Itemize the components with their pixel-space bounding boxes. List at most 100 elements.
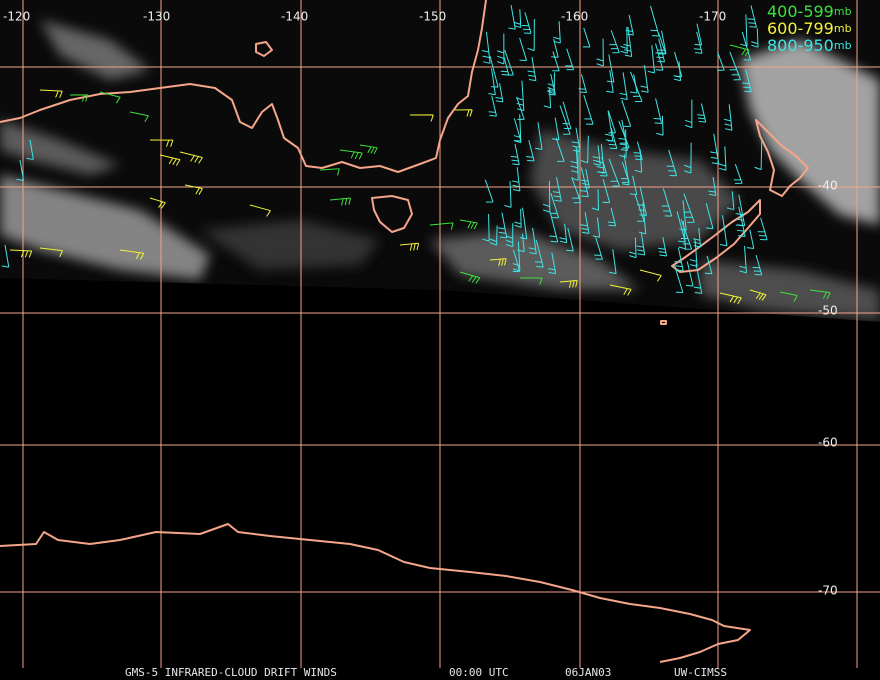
- footer-title: GMS-5 INFRARED-CLOUD DRIFT WINDS: [125, 666, 337, 679]
- coastlines: [0, 0, 809, 663]
- wind-barb: [552, 51, 560, 72]
- wind-barb: [505, 223, 514, 248]
- wind-barb: [704, 255, 713, 275]
- wind-barb: [638, 202, 647, 235]
- wind-barb: [592, 145, 601, 166]
- wind-barb: [459, 271, 481, 284]
- wind-barb: [622, 154, 630, 186]
- wind-barb: [604, 110, 614, 142]
- wind-barb: [149, 139, 174, 147]
- legend-entry: 600-799mb: [767, 19, 852, 38]
- longitude-label: -160: [561, 10, 588, 24]
- wind-barb: [735, 206, 746, 237]
- wind-barb: [129, 111, 149, 123]
- wind-barb: [319, 168, 340, 176]
- wind-barb: [159, 154, 181, 166]
- wind-barb: [580, 212, 590, 234]
- wind-barb: [459, 219, 478, 230]
- wind-barb: [566, 228, 574, 252]
- wind-barb: [542, 180, 551, 213]
- wind-barb: [39, 247, 64, 258]
- latitude-label: -40: [818, 179, 838, 193]
- tasmania-coast: [371, 195, 413, 233]
- legend-entry: 800-950mb: [767, 36, 852, 55]
- small-island: [660, 320, 667, 325]
- wind-barb: [9, 249, 33, 258]
- wind-barb: [99, 91, 121, 104]
- wind-barb: [1, 244, 10, 268]
- wind-barb: [751, 28, 759, 48]
- wind-barb: [489, 258, 507, 267]
- wind-barb: [718, 146, 727, 171]
- wind-barb: [580, 135, 589, 164]
- wind-barb: [666, 149, 678, 177]
- legend-unit: mb: [834, 5, 852, 18]
- wind-barb: [489, 225, 498, 246]
- wind-barb: [647, 45, 656, 74]
- wind-barb: [752, 255, 763, 276]
- wind-barb: [565, 48, 575, 71]
- legend-label: 800-950: [767, 36, 834, 55]
- longitude-label: -130: [143, 10, 170, 24]
- wind-barb: [516, 96, 525, 120]
- wind-barb: [649, 5, 660, 37]
- wind-barb: [551, 117, 560, 141]
- wind-barb: [637, 187, 647, 217]
- wind-barb: [606, 54, 615, 83]
- wind-barb: [429, 222, 454, 230]
- wind-barb: [512, 249, 521, 273]
- wind-barb: [513, 9, 522, 29]
- wind-barb: [746, 229, 755, 250]
- grid-labels: -120 -130 -140 -150 -160 -170 -40 -50 -6…: [3, 10, 838, 598]
- wind-barb: [618, 119, 629, 151]
- wind-barb: [578, 74, 587, 93]
- wind-barb: [488, 68, 496, 96]
- wind-barb: [591, 189, 600, 211]
- wind-barb: [179, 151, 203, 164]
- wind-barb: [504, 180, 512, 208]
- wind-barb: [607, 127, 618, 150]
- antarctica-coast: [0, 523, 751, 663]
- legend-entry: 400-599mb: [767, 2, 852, 21]
- footer: GMS-5 INFRARED-CLOUD DRIFT WINDS 00:00 U…: [125, 666, 727, 679]
- wind-barb: [535, 122, 543, 150]
- wind-barb: [609, 249, 617, 275]
- legend-label: 600-799: [767, 19, 834, 38]
- wind-barb: [636, 233, 646, 256]
- wind-barb: [639, 269, 662, 282]
- wind-barb: [633, 141, 643, 161]
- wind-barb: [674, 247, 684, 272]
- wind-barb: [26, 139, 34, 160]
- wind-barb: [527, 57, 537, 82]
- wind-barb: [498, 212, 508, 239]
- wind-barb: [570, 146, 579, 173]
- wind-barb: [678, 221, 687, 250]
- wind-barb: [623, 26, 633, 57]
- wind-barb: [740, 14, 748, 47]
- wind-barb: [599, 156, 608, 177]
- wind-barb: [508, 4, 516, 30]
- wind-barb: [729, 44, 750, 57]
- wind-barb: [559, 105, 571, 135]
- wind-barb: [630, 74, 638, 94]
- latitude-label: -70: [818, 584, 838, 598]
- wind-barb: [757, 217, 768, 241]
- wind-barb: [528, 227, 537, 255]
- wind-barb: [629, 175, 638, 196]
- wind-barb: [684, 142, 692, 174]
- longitude-label: -140: [281, 10, 308, 24]
- island: [255, 41, 273, 57]
- wind-barb: [719, 215, 728, 247]
- wind-barb: [621, 100, 632, 127]
- wind-barb: [399, 242, 420, 251]
- wind-barb: [705, 203, 714, 229]
- australia-coast: [0, 0, 487, 173]
- wind-barbs: [1, 4, 831, 305]
- wind-barb: [620, 26, 628, 54]
- wind-barb: [547, 72, 555, 95]
- wind-barb: [555, 137, 565, 162]
- wind-barb: [749, 289, 767, 301]
- latitude-label: -60: [818, 436, 838, 450]
- wind-barb: [683, 193, 695, 223]
